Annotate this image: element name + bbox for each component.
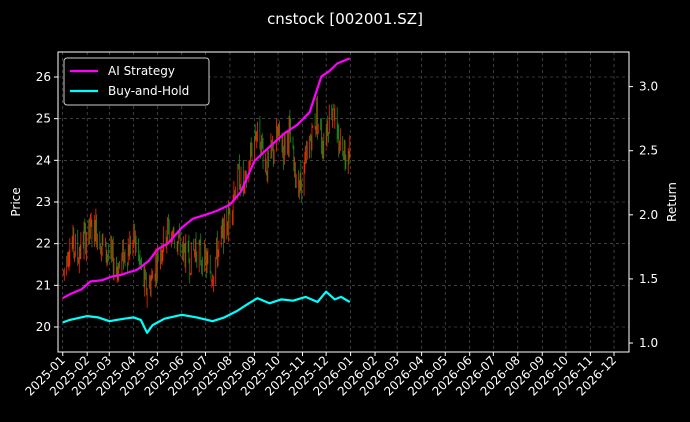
legend: AI Strategy Buy-and-Hold bbox=[63, 57, 210, 106]
price-tick-label: 22 bbox=[36, 237, 51, 251]
return-tick-label: 1.0 bbox=[639, 336, 658, 350]
price-candles bbox=[63, 95, 351, 308]
chart-title: cnstock [002001.SZ] bbox=[267, 10, 423, 28]
price-axis-label: Price bbox=[9, 187, 23, 216]
legend-label: Buy-and-Hold bbox=[108, 84, 189, 98]
series-line-ai-strategy bbox=[62, 57, 351, 300]
grid bbox=[58, 52, 629, 352]
price-tick-label: 26 bbox=[36, 70, 51, 84]
return-axis: 1.0 1.5 2.0 2.5 3.0 bbox=[629, 80, 658, 350]
return-axis-label: Return bbox=[665, 182, 679, 222]
return-tick-label: 2.0 bbox=[639, 208, 658, 222]
price-tick-label: 24 bbox=[36, 153, 51, 167]
price-tick-label: 20 bbox=[36, 320, 51, 334]
price-tick-label: 25 bbox=[36, 112, 51, 126]
price-tick-label: 23 bbox=[36, 195, 51, 209]
price-axis: 20 21 22 23 24 25 26 bbox=[36, 70, 58, 334]
price-tick-label: 21 bbox=[36, 278, 51, 292]
return-tick-label: 2.5 bbox=[639, 144, 658, 158]
legend-label: AI Strategy bbox=[108, 64, 175, 78]
return-tick-label: 1.5 bbox=[639, 272, 658, 286]
legend-box bbox=[63, 57, 210, 106]
return-tick-label: 3.0 bbox=[639, 80, 658, 94]
series-line-buy-and-hold bbox=[62, 290, 351, 334]
return-lines bbox=[62, 57, 351, 334]
